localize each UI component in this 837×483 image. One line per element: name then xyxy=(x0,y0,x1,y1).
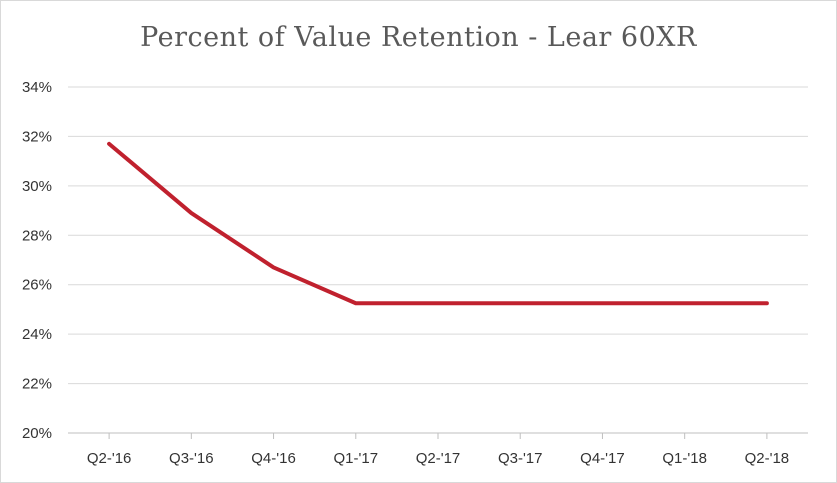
series-layer xyxy=(107,141,769,306)
x-axis: Q2-'16 Q3-'16 Q4-'16 Q1-'17 Q2-'17 Q3-'17 Q4-'… xyxy=(68,432,808,467)
x-tick-label: Q4-'17 xyxy=(580,450,625,467)
y-axis: 20% 22% 24% 26% 28% 30% 32% 34% xyxy=(22,79,52,442)
y-tick-label: 32% xyxy=(22,128,52,145)
y-tick-label: 28% xyxy=(22,227,52,244)
y-tick-label: 30% xyxy=(22,178,52,195)
y-tick-label: 24% xyxy=(22,326,52,343)
x-tick-label: Q1-'18 xyxy=(662,450,707,467)
x-tick-label: Q2-'18 xyxy=(745,450,790,467)
y-tick-label: 22% xyxy=(22,376,52,393)
y-tick-label: 20% xyxy=(22,425,52,442)
x-tick-label: Q1-'17 xyxy=(333,450,378,467)
y-tick-label: 34% xyxy=(22,79,52,96)
gridlines xyxy=(68,86,808,385)
series-line xyxy=(107,141,769,306)
x-tick-label: Q2-'17 xyxy=(416,450,461,467)
x-tick-label: Q3-'16 xyxy=(169,450,214,467)
x-tick-label: Q2-'16 xyxy=(87,450,132,467)
x-tick-label: Q4-'16 xyxy=(251,450,296,467)
x-tick-label: Q3-'17 xyxy=(498,450,543,467)
chart-title: Percent of Value Retention - Lear 60XR xyxy=(140,22,697,53)
y-tick-label: 26% xyxy=(22,277,52,294)
